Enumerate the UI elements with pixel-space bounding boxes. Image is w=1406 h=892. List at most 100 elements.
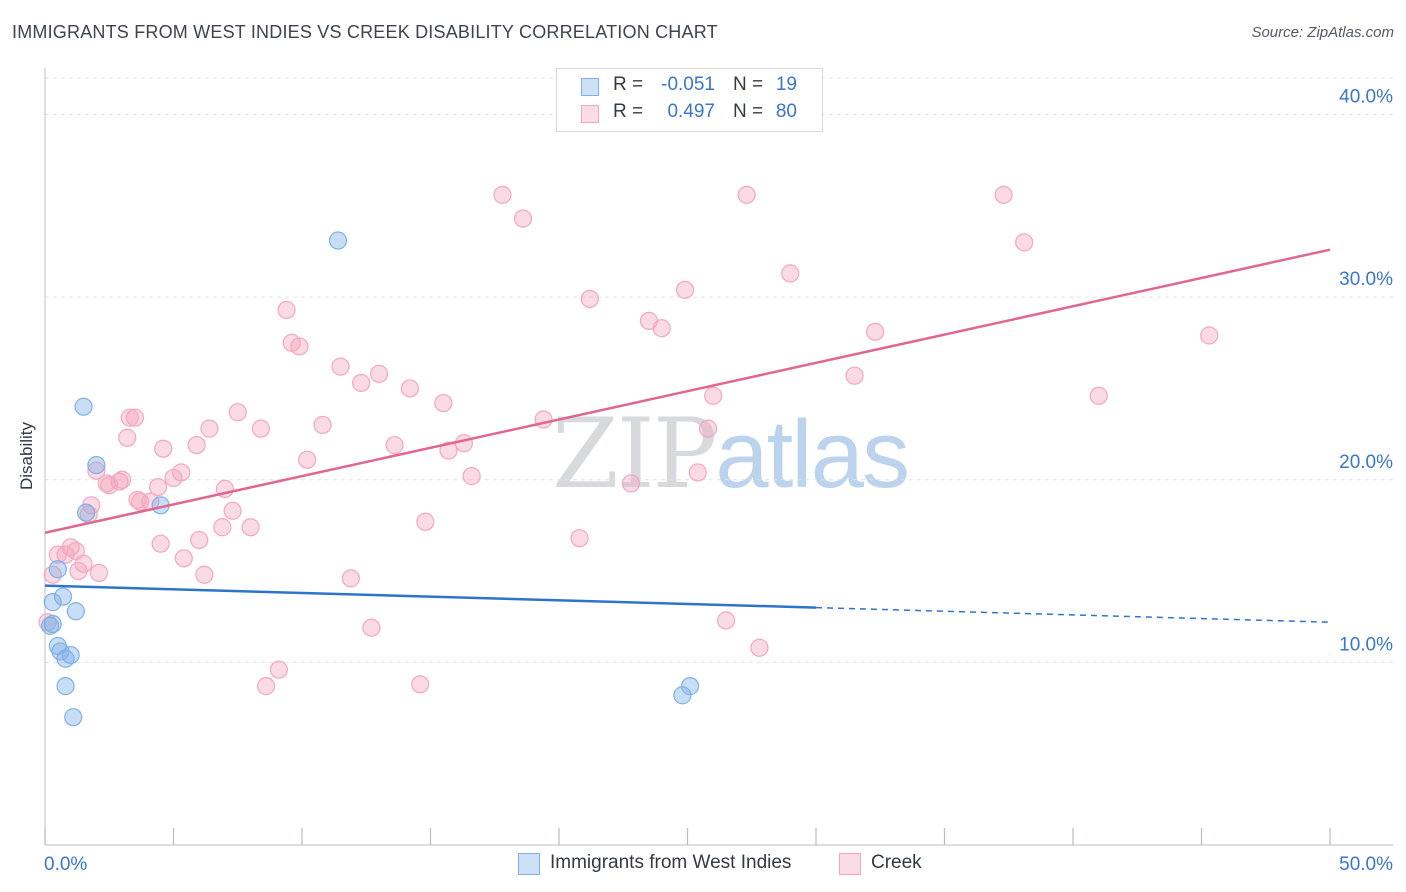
point-creek — [688, 463, 707, 482]
point-creek — [400, 379, 420, 398]
point-creek — [251, 419, 270, 438]
watermark-atlas: atlas — [715, 401, 910, 508]
trendline-west-indies — [44, 584, 817, 609]
point-creek — [154, 439, 173, 458]
point-west-indies — [43, 614, 62, 634]
point-creek — [190, 530, 209, 550]
legend-r-label: R = — [613, 74, 644, 95]
point-creek — [416, 512, 435, 531]
point-creek — [110, 472, 129, 491]
legend-n-value: 80 — [775, 101, 797, 122]
point-creek — [256, 677, 276, 696]
point-creek — [100, 476, 119, 495]
point-creek — [513, 209, 533, 228]
point-west-indies — [66, 602, 85, 621]
bottom-legend-label: Immigrants from West Indies — [550, 852, 792, 873]
point-creek — [174, 549, 193, 568]
legend-swatch-creek — [581, 105, 599, 123]
point-west-indies — [328, 231, 348, 250]
point-creek — [331, 357, 350, 376]
point-creek — [269, 660, 288, 679]
point-creek — [277, 300, 296, 320]
point-west-indies — [43, 593, 62, 612]
point-creek — [241, 518, 260, 537]
legend-row-creek: R = 0.497 N = 80 — [557, 101, 822, 127]
point-creek — [313, 415, 332, 435]
point-creek — [128, 490, 147, 509]
point-creek — [1089, 386, 1108, 405]
trendline-west-indies-extension — [815, 606, 1331, 623]
point-creek — [130, 492, 150, 511]
legend-n-value: 19 — [775, 74, 797, 95]
point-creek — [1015, 233, 1034, 252]
point-creek — [439, 441, 458, 460]
point-west-indies — [87, 456, 106, 475]
legend-swatch-west-indies — [581, 78, 599, 96]
point-creek — [621, 474, 641, 493]
point-west-indies — [64, 708, 83, 727]
point-creek — [994, 185, 1013, 204]
point-creek — [118, 428, 137, 447]
x-tick-label: 0.0% — [44, 854, 87, 875]
legend-n-label: N = — [733, 101, 764, 122]
point-creek — [652, 319, 671, 338]
bottom-legend-swatch-creek — [839, 853, 861, 875]
point-creek — [385, 435, 404, 455]
point-west-indies — [74, 397, 93, 416]
point-creek — [341, 569, 360, 588]
point-creek — [434, 393, 453, 413]
y-tick-label: 30.0% — [1339, 269, 1393, 290]
point-creek — [737, 185, 756, 204]
legend-row-west-indies: R = -0.051 N = 19 — [557, 74, 822, 100]
point-creek — [120, 408, 139, 427]
point-creek — [362, 618, 381, 637]
point-creek — [352, 373, 371, 393]
chart-title: IMMIGRANTS FROM WEST INDIES VS CREEK DIS… — [12, 22, 718, 42]
point-creek — [1200, 326, 1219, 345]
point-creek — [845, 366, 864, 385]
legend-r-value: 0.497 — [667, 101, 715, 122]
point-creek — [172, 463, 191, 482]
x-tick-label: 50.0% — [1339, 854, 1393, 875]
legend-r-label: R = — [613, 101, 644, 122]
point-creek — [187, 435, 206, 455]
point-creek — [716, 611, 736, 630]
point-creek — [675, 280, 695, 299]
point-creek — [698, 419, 718, 438]
point-creek — [411, 675, 430, 694]
point-west-indies — [77, 503, 96, 522]
point-creek — [43, 565, 62, 584]
point-creek — [750, 638, 769, 657]
point-west-indies — [61, 645, 80, 665]
point-creek — [866, 322, 885, 341]
bottom-legend-west-indies: Immigrants from West Indies — [518, 852, 818, 876]
legend-n-label: N = — [733, 74, 764, 95]
point-west-indies — [680, 677, 700, 696]
point-creek — [151, 534, 170, 553]
point-west-indies — [53, 587, 73, 606]
point-creek — [781, 264, 800, 283]
point-west-indies — [41, 616, 60, 635]
point-creek — [228, 403, 247, 422]
point-creek — [580, 289, 599, 309]
y-tick-label: 10.0% — [1339, 634, 1393, 655]
legend-r-value: -0.051 — [661, 74, 715, 95]
trendline-creek — [44, 248, 1331, 534]
bottom-legend-label: Creek — [871, 852, 922, 873]
point-west-indies — [673, 686, 692, 705]
point-creek — [89, 563, 109, 582]
point-creek — [223, 501, 242, 520]
point-creek — [213, 518, 232, 537]
bottom-legend-swatch-west-indies — [518, 853, 540, 875]
point-creek — [454, 434, 474, 453]
y-tick-label: 20.0% — [1339, 452, 1393, 473]
point-creek — [200, 419, 219, 438]
point-west-indies — [56, 677, 75, 696]
y-tick-label: 40.0% — [1339, 87, 1393, 108]
point-creek — [570, 529, 589, 548]
chart-source: Source: ZipAtlas.com — [1251, 24, 1394, 41]
point-creek — [74, 554, 93, 573]
point-creek — [298, 450, 317, 469]
point-creek — [493, 185, 512, 204]
